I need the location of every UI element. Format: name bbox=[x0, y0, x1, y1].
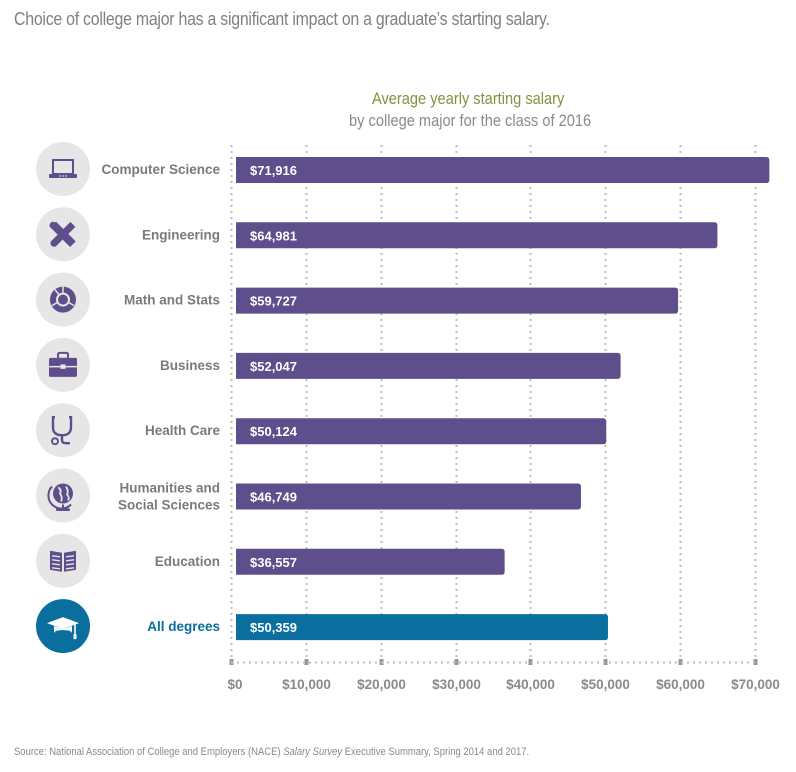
chart-rows: Computer Science $71,916 Engineering $64,98… bbox=[36, 142, 770, 654]
source-suffix: Executive Summary, Spring 2014 and 2017. bbox=[342, 746, 530, 758]
tick-mark bbox=[454, 659, 459, 665]
bar-row: Humanities and Social Sciences $46,749 bbox=[36, 468, 581, 523]
icon-circle bbox=[36, 403, 90, 458]
tick-label: $50,000 bbox=[581, 677, 630, 692]
globe-icon bbox=[47, 483, 73, 511]
tick-mark bbox=[304, 659, 309, 665]
gridlines bbox=[230, 145, 757, 662]
bar bbox=[236, 483, 581, 510]
chart-subtitle: by college major for the class of 2016 bbox=[349, 111, 592, 130]
tick-mark bbox=[528, 659, 533, 665]
category-label: Humanities and Social Sciences bbox=[118, 481, 220, 513]
tick-label: $30,000 bbox=[432, 677, 481, 692]
tick-label: $60,000 bbox=[656, 677, 705, 692]
chart-title: Average yearly starting salary bbox=[372, 89, 565, 108]
tick-label: $0 bbox=[228, 677, 243, 692]
graduation-cap-icon bbox=[47, 617, 79, 640]
bar-row: All degrees $50,359 bbox=[36, 599, 608, 654]
bar-value-label: $59,727 bbox=[250, 294, 297, 309]
bar bbox=[236, 418, 607, 445]
laptop-icon bbox=[49, 159, 77, 178]
bar-row: Business $52,047 bbox=[36, 337, 621, 392]
open-book-icon bbox=[50, 550, 76, 572]
category-label: All degrees bbox=[147, 619, 220, 634]
tick-mark bbox=[753, 659, 758, 665]
pie-ring-icon bbox=[50, 286, 76, 313]
x-axis: $0 $10,000 $20,000 $30,000 $40,000 $50,000 $60… bbox=[228, 659, 780, 692]
tick-mark bbox=[678, 659, 683, 665]
briefcase-icon bbox=[49, 351, 77, 377]
icon-circle bbox=[36, 533, 90, 588]
bar bbox=[236, 222, 718, 249]
bar-value-label: $36,557 bbox=[250, 555, 297, 570]
tick-label: $20,000 bbox=[357, 677, 406, 692]
bar bbox=[236, 352, 621, 379]
bar bbox=[236, 157, 770, 183]
tick-mark bbox=[603, 659, 608, 665]
bar bbox=[236, 548, 505, 575]
bar-row: Health Care $50,124 bbox=[36, 403, 607, 458]
headline: Choice of college major has a significan… bbox=[14, 8, 550, 29]
tick-label: $10,000 bbox=[282, 677, 331, 692]
category-label: Computer Science bbox=[101, 162, 220, 177]
source-note: Source: National Association of College … bbox=[14, 746, 529, 758]
icon-circle bbox=[36, 142, 90, 196]
stethoscope-icon bbox=[51, 416, 73, 446]
tick-label: $40,000 bbox=[506, 677, 555, 692]
category-label: Math and Stats bbox=[124, 293, 220, 308]
bar-value-label: $50,124 bbox=[250, 424, 298, 439]
source-italic: Salary Survey bbox=[283, 746, 343, 758]
bar-row: Engineering $64,981 bbox=[36, 207, 718, 262]
bar bbox=[236, 287, 679, 314]
bar-value-label: $46,749 bbox=[250, 490, 297, 505]
bar bbox=[236, 614, 608, 641]
bar-row: Computer Science $71,916 bbox=[36, 142, 770, 196]
category-label: Business bbox=[160, 358, 220, 373]
category-label: Health Care bbox=[145, 423, 221, 438]
bar-value-label: $52,047 bbox=[250, 359, 297, 374]
category-label: Education bbox=[155, 554, 220, 569]
category-label: Engineering bbox=[142, 227, 220, 242]
bar-value-label: $71,916 bbox=[250, 163, 297, 178]
bar-row: Education $36,557 bbox=[36, 533, 505, 588]
bar-row: Math and Stats $59,727 bbox=[36, 272, 679, 327]
source-prefix: Source: National Association of College … bbox=[14, 746, 284, 758]
tick-label: $70,000 bbox=[731, 677, 780, 692]
bar-value-label: $64,981 bbox=[250, 228, 297, 243]
bar-value-label: $50,359 bbox=[250, 620, 297, 635]
ruler-wrench-icon bbox=[49, 221, 76, 248]
